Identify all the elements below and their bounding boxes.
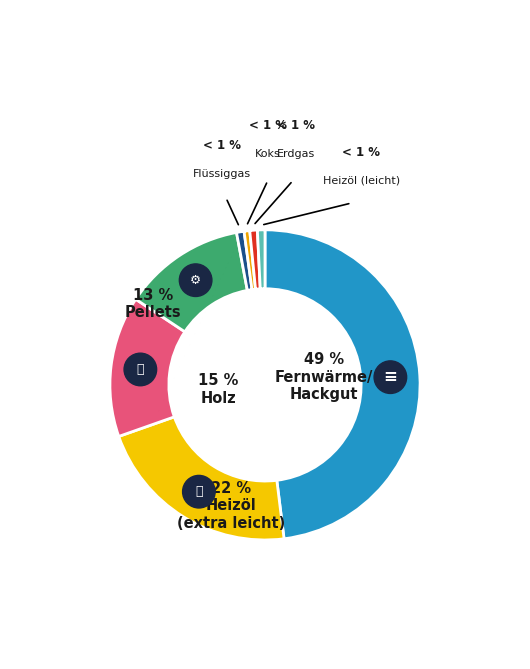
- Text: Flüssiggas: Flüssiggas: [192, 169, 251, 179]
- Text: < 1 %: < 1 %: [342, 145, 380, 159]
- Text: Erdgas: Erdgas: [277, 149, 315, 159]
- Wedge shape: [258, 230, 265, 289]
- Text: ⚙: ⚙: [190, 274, 201, 287]
- Wedge shape: [110, 299, 185, 436]
- Text: Koks: Koks: [255, 149, 281, 159]
- Text: < 1 %: < 1 %: [249, 119, 287, 132]
- Text: 🔥: 🔥: [137, 363, 144, 376]
- Text: 13 %
Pellets: 13 % Pellets: [125, 288, 182, 320]
- Wedge shape: [244, 231, 255, 290]
- Wedge shape: [265, 230, 420, 539]
- Circle shape: [124, 353, 157, 386]
- Wedge shape: [236, 231, 252, 290]
- Text: 15 %
Holz: 15 % Holz: [198, 373, 238, 405]
- Text: ≡: ≡: [383, 368, 398, 386]
- Text: ⛽: ⛽: [195, 485, 202, 498]
- Circle shape: [179, 264, 212, 296]
- Text: 49 %
Fernwärme/
Hackgut: 49 % Fernwärme/ Hackgut: [275, 353, 373, 402]
- Text: < 1 %: < 1 %: [277, 119, 315, 132]
- Wedge shape: [136, 232, 248, 332]
- Text: Heizöl (leicht): Heizöl (leicht): [323, 175, 400, 185]
- Wedge shape: [119, 417, 284, 540]
- Circle shape: [183, 476, 215, 508]
- Circle shape: [374, 361, 407, 393]
- Wedge shape: [250, 230, 260, 289]
- Text: < 1 %: < 1 %: [202, 139, 241, 153]
- Text: 22 %
Heizöl
(extra leicht): 22 % Heizöl (extra leicht): [177, 481, 285, 531]
